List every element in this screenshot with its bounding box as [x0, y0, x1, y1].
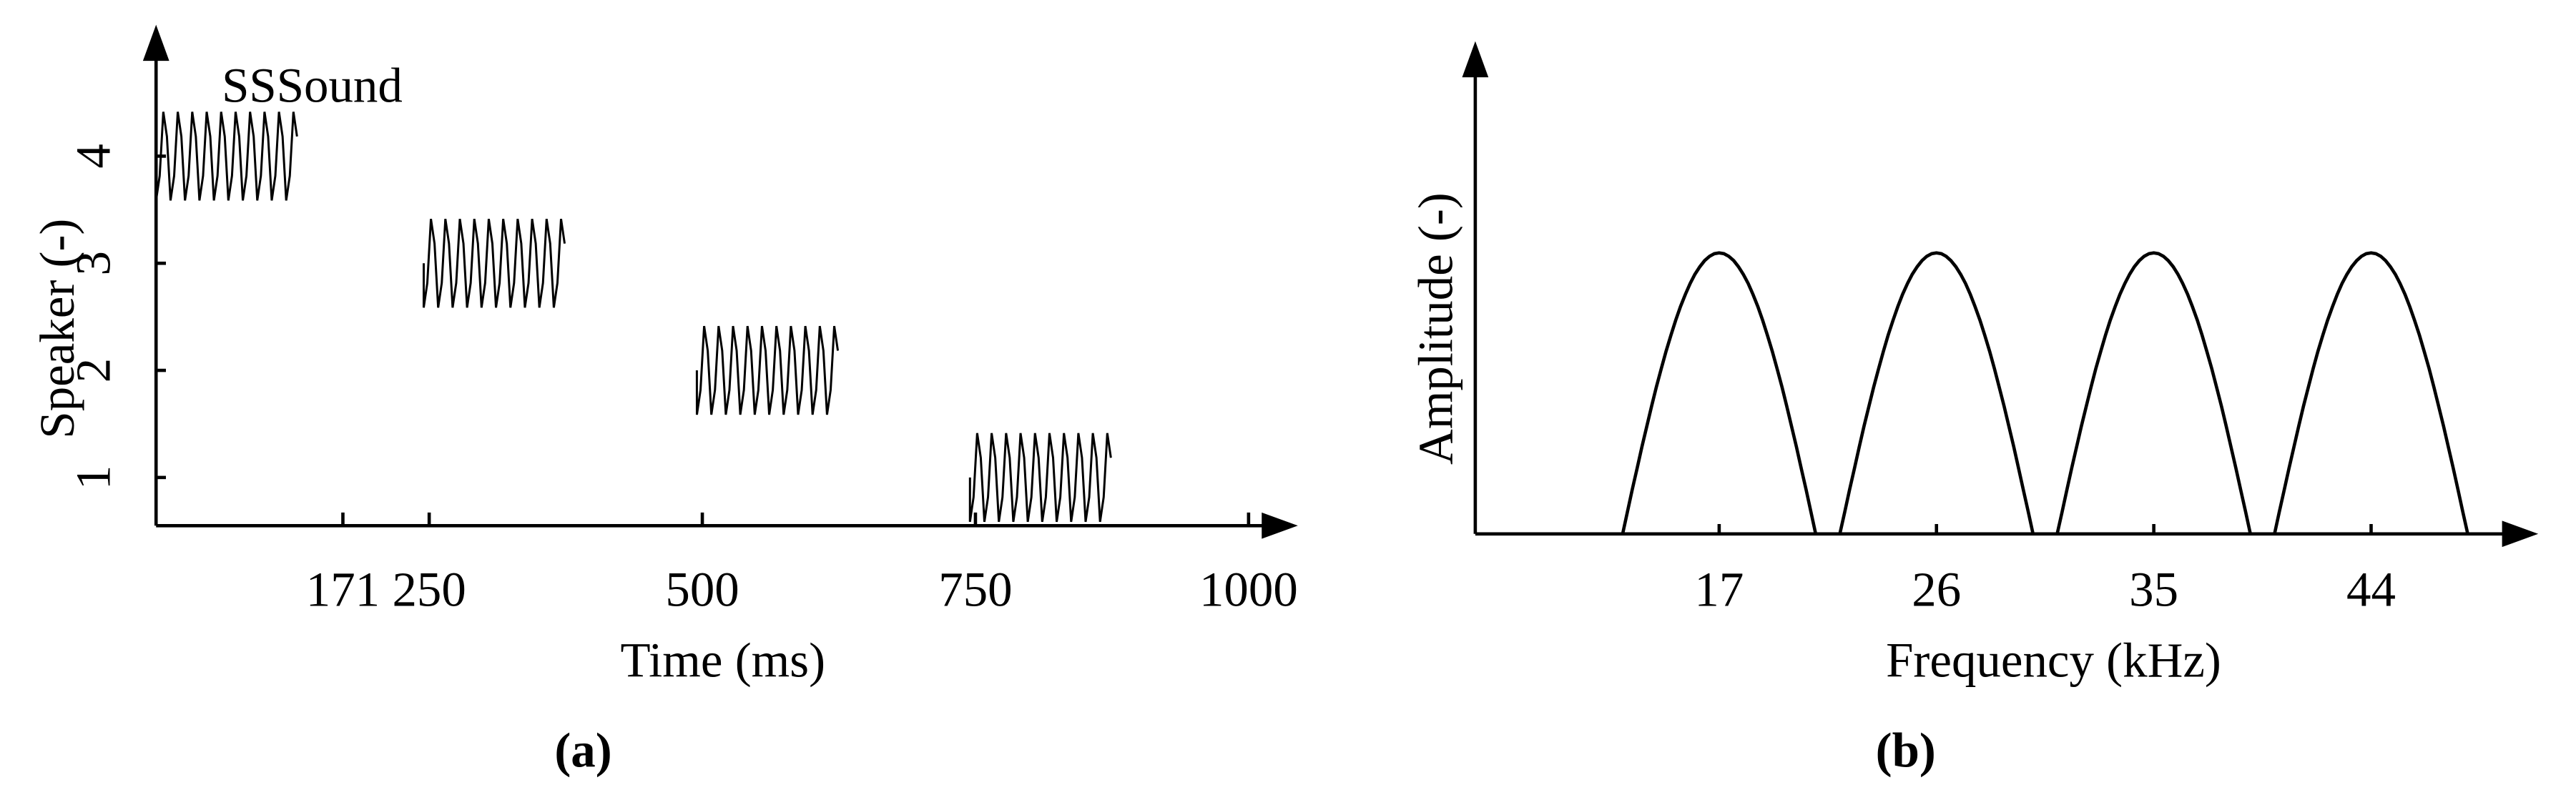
x-axis-label: Frequency (kHz) [1886, 633, 2221, 687]
peak [1621, 251, 1818, 535]
peak [2273, 251, 2469, 535]
burst [695, 325, 840, 415]
x-tick-label: 35 [2129, 563, 2178, 617]
y-tick-label: 3 [67, 251, 121, 275]
x-axis-arrow [1262, 512, 1298, 539]
x-tick-label: 171 [306, 563, 380, 617]
x-tick-label: 44 [2346, 563, 2396, 617]
x-tick-label: 750 [938, 563, 1012, 617]
y-axis-arrow [1462, 41, 1489, 78]
x-tick-label: 500 [665, 563, 739, 617]
y-tick-label: 2 [67, 358, 121, 382]
x-tick-label: 250 [392, 563, 466, 617]
peak [2055, 251, 2252, 535]
x-axis-label: Time (ms) [620, 633, 825, 687]
caption: (a) [554, 723, 611, 778]
y-tick-label: 1 [67, 465, 121, 490]
x-tick-label: 26 [1912, 563, 1961, 617]
annotation: SSSound [222, 58, 403, 112]
caption: (b) [1876, 723, 1936, 778]
burst [422, 218, 566, 308]
x-tick-label: 17 [1694, 563, 1744, 617]
y-axis-label: Speaker (-) [30, 219, 84, 439]
burst [154, 112, 298, 201]
burst [968, 433, 1112, 523]
x-tick-label: 1000 [1199, 563, 1298, 617]
y-tick-label: 4 [67, 144, 121, 168]
y-axis-label: Amplitude (-) [1408, 192, 1462, 465]
x-axis-arrow [2502, 520, 2539, 548]
peak [1838, 251, 2035, 535]
y-axis-arrow [142, 24, 169, 61]
